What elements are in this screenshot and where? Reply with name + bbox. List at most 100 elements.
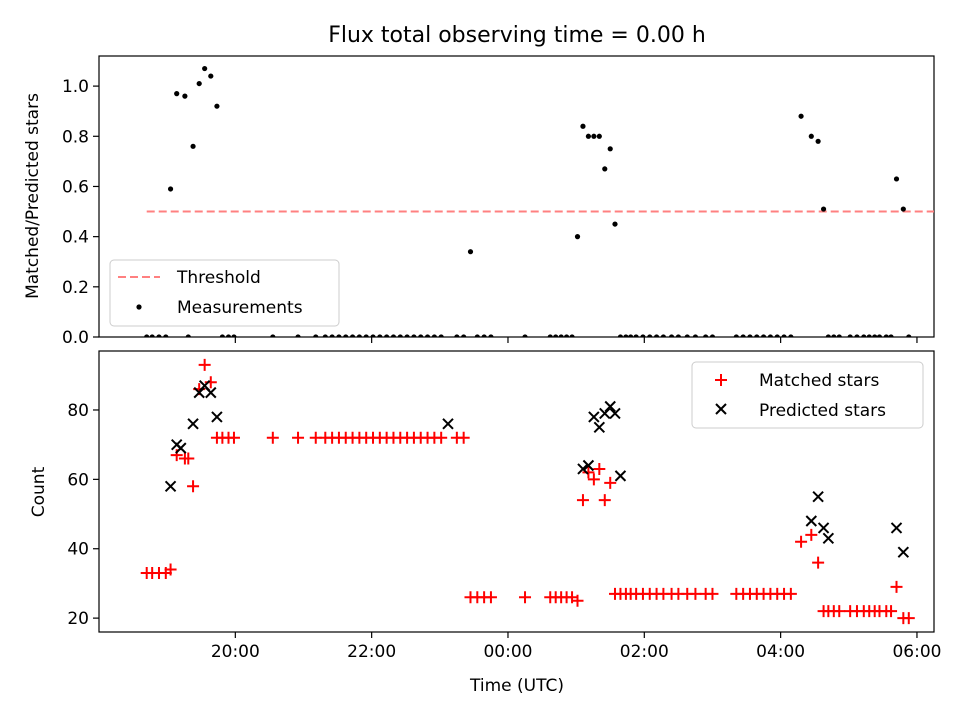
measurement-point <box>754 334 760 337</box>
bottom-y-tick-label: 40 <box>67 540 89 560</box>
measurement-point <box>454 334 460 337</box>
legend-measurements-label: Measurements <box>177 298 303 318</box>
figure-title: Flux total observing time = 0.00 h <box>328 23 706 48</box>
legend-matched-label: Matched stars <box>759 371 879 391</box>
matched-star-marker <box>182 452 195 465</box>
predicted-star-marker <box>817 522 830 534</box>
measurement-point <box>607 146 613 152</box>
bottom-y-axis-label: Count <box>29 466 49 517</box>
bottom-legend-box <box>691 361 924 429</box>
matched-star-marker <box>593 462 606 475</box>
measurement-point <box>167 186 174 192</box>
matched-star-marker <box>587 473 600 486</box>
matched-star-marker <box>227 431 240 444</box>
measurement-point <box>574 234 581 240</box>
predicted-star-marker <box>822 532 835 545</box>
measurement-point <box>349 334 356 337</box>
legend-predicted-swatch <box>715 403 727 415</box>
measurement-point <box>633 334 639 337</box>
predicted-star-marker <box>588 411 600 423</box>
measurement-point <box>481 334 487 337</box>
measurement-point <box>322 334 328 337</box>
measurement-point <box>474 334 480 337</box>
measurement-point <box>660 334 666 337</box>
top-y-tick-label: 0.0 <box>62 328 89 348</box>
measurement-point <box>888 334 894 337</box>
matched-star-marker <box>795 535 808 548</box>
top-legend-box <box>109 259 340 327</box>
bottom-axes-frame <box>98 350 935 633</box>
matched-star-marker <box>198 358 211 371</box>
measurement-point <box>547 334 553 337</box>
measurement-point <box>831 334 837 337</box>
predicted-star-marker <box>175 442 187 454</box>
measurement-point <box>836 334 842 337</box>
measurement-point <box>363 334 369 337</box>
measurement-point <box>798 113 804 119</box>
matched-star-marker <box>164 563 177 576</box>
measurement-point <box>522 334 528 337</box>
measurement-point <box>377 334 383 337</box>
predicted-star-marker <box>805 515 818 527</box>
measurement-point <box>883 334 889 337</box>
matched-star-marker <box>519 591 532 604</box>
measurement-point <box>569 334 575 337</box>
legend-predicted-label: Predicted stars <box>759 401 886 421</box>
matched-star-marker <box>812 556 825 569</box>
x-axis-label: Time (UTC) <box>469 676 564 696</box>
legend-threshold-label: Threshold <box>176 268 261 288</box>
measurement-point <box>356 334 362 337</box>
legend-measurements-swatch <box>136 304 142 310</box>
measurement-point <box>709 334 716 337</box>
bottom-y-tick-label: 20 <box>67 609 89 629</box>
measurement-point <box>760 334 767 337</box>
measurement-point <box>876 334 883 337</box>
measurement-point <box>740 334 746 337</box>
measurement-point <box>647 334 653 337</box>
measurement-point <box>596 133 602 139</box>
measurement-point <box>411 334 417 337</box>
measurement-point <box>438 334 444 337</box>
x-tick-label: 00:00 <box>483 642 532 662</box>
top-x-ticks <box>234 337 918 343</box>
measurement-point <box>692 334 699 337</box>
measurement-point <box>788 334 794 337</box>
measurement-point <box>893 176 900 182</box>
measurement-point <box>825 334 831 337</box>
measurement-point <box>219 334 225 337</box>
matched-star-marker <box>604 476 617 489</box>
measurement-point <box>202 65 208 72</box>
measurement-point <box>156 334 162 337</box>
measurement-point <box>602 166 608 172</box>
matched-star-marker <box>902 612 915 625</box>
matched-star-marker <box>571 594 584 607</box>
matched-star-marker <box>833 605 846 618</box>
measurement-point <box>628 334 634 337</box>
top-y-tick-label: 0.6 <box>62 177 89 197</box>
matched-star-marker <box>706 587 719 600</box>
measurement-point <box>461 334 467 337</box>
top-legend: Threshold Measurements <box>109 259 340 327</box>
measurement-point <box>343 334 349 337</box>
measurement-point <box>872 334 878 337</box>
matched-star-marker <box>266 431 279 444</box>
x-tick-label: 04:00 <box>756 642 805 662</box>
measurement-point <box>684 334 690 337</box>
top-axes-frame <box>98 55 935 338</box>
predicted-star-marker <box>890 522 903 534</box>
predicted-star-marker <box>211 411 223 423</box>
matched-star-marker <box>582 466 595 479</box>
matched-star-marker <box>890 580 903 593</box>
matched-star-marker <box>576 494 589 507</box>
measurement-point <box>623 334 629 337</box>
measurement-point <box>585 133 592 139</box>
measurement-point <box>774 334 780 337</box>
matched-star-marker <box>187 480 200 493</box>
predicted-star-marker <box>205 386 217 399</box>
predicted-star-marker <box>577 463 589 475</box>
measurement-point <box>163 334 169 337</box>
measurement-point <box>906 334 912 337</box>
matched-star-marker <box>292 431 305 444</box>
top-y-tick-label: 1.0 <box>62 77 89 97</box>
